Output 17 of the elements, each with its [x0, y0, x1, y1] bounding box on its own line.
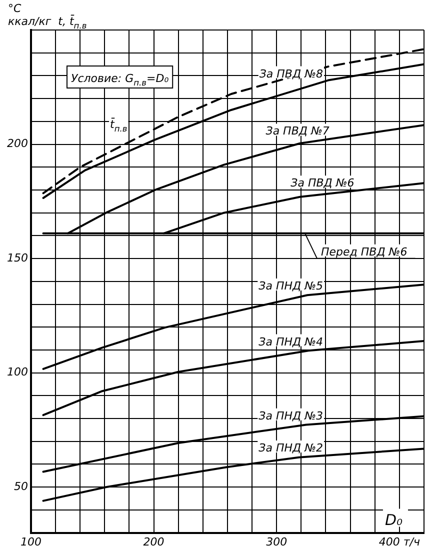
series-label: Перед ПВД №6: [321, 245, 408, 258]
series-label: За ПВД №7: [266, 124, 330, 138]
series-label: За ПНД №2: [258, 442, 324, 455]
y-tick-label: 200: [6, 137, 28, 150]
y-tick-label: 50: [14, 480, 28, 493]
y-tick-label: 100: [6, 366, 28, 379]
series-label: За ПВД №6: [290, 176, 354, 190]
x-tick-label: 400 т/ч: [378, 535, 420, 548]
series-label: За ПНД №5: [258, 280, 324, 293]
y-tick-label: 150: [6, 251, 28, 264]
x-tick-label: 200: [143, 535, 164, 548]
series-label: За ПНД №3: [258, 409, 324, 422]
x-axis-title: D₀: [384, 510, 403, 529]
x-tick-label: 300: [266, 535, 288, 548]
x-tick-label: 100: [20, 535, 42, 548]
series-label: За ПНД №4: [258, 335, 324, 348]
series-label: За ПВД №8: [259, 67, 324, 80]
